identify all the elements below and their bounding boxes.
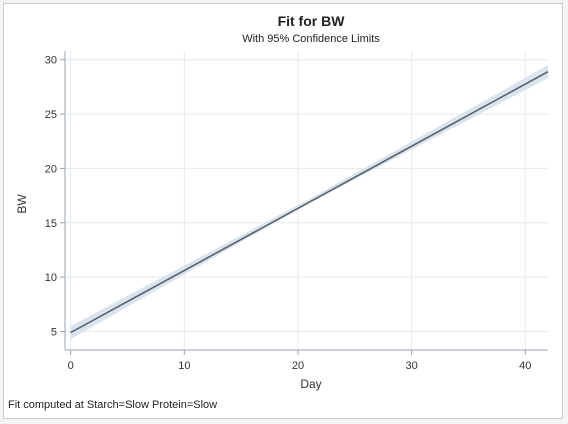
tick-labels: 0 10 20 30 40 5 10 15 20 25 30 [45, 55, 532, 372]
y-axis-label: BW [15, 194, 29, 214]
x-tick-label: 20 [292, 360, 304, 372]
grid [65, 51, 548, 350]
axes [60, 51, 548, 355]
y-tick-label: 25 [45, 109, 57, 121]
fit-line [70, 70, 549, 334]
x-tick-label: 30 [405, 360, 417, 372]
chart-frame: Fit for BW With 95% Confidence Limits 0 1… [3, 3, 563, 419]
y-tick-label: 10 [45, 272, 57, 284]
chart-subtitle: With 95% Confidence Limits [242, 33, 380, 45]
y-tick-label: 15 [45, 218, 57, 230]
x-tick-label: 0 [68, 360, 74, 372]
x-axis-label: Day [300, 377, 321, 391]
y-tick-label: 30 [45, 55, 57, 67]
x-tick-label: 40 [519, 360, 531, 372]
y-tick-label: 20 [45, 163, 57, 175]
footnote: Fit computed at Starch=Slow Protein=Slow [8, 399, 217, 411]
fit-line-layer [70, 70, 549, 334]
y-tick-label: 5 [51, 327, 57, 339]
chart-svg: Fit for BW With 95% Confidence Limits 0 1… [8, 13, 549, 411]
x-tick-label: 10 [178, 360, 190, 372]
chart-title: Fit for BW [278, 13, 346, 29]
